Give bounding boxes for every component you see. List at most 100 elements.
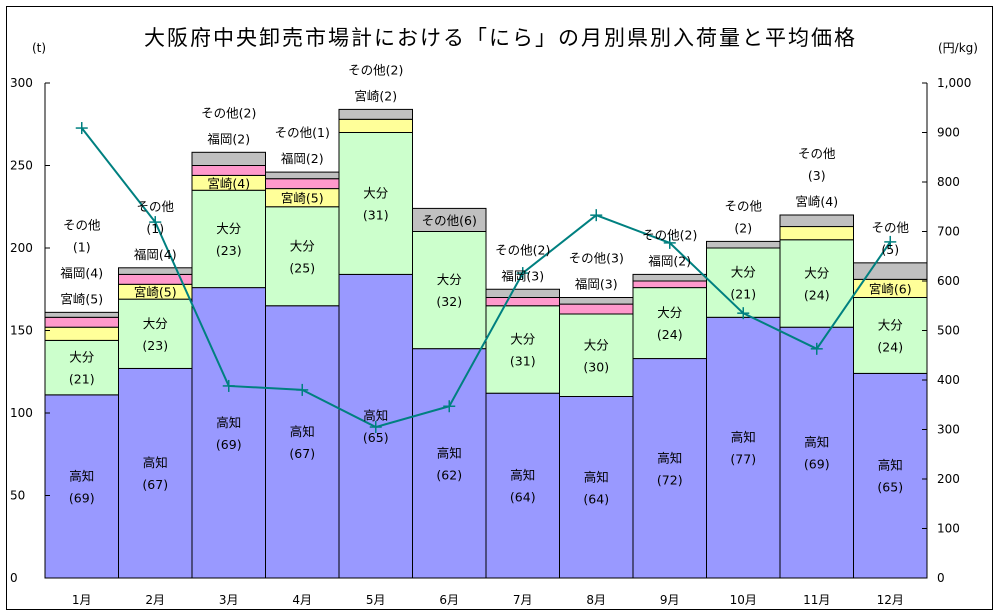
segment-label-宮崎: 宮崎(5) bbox=[134, 285, 177, 300]
y-tick-label-right: 1,000 bbox=[937, 76, 971, 90]
y-tick-label-right: 0 bbox=[937, 571, 945, 585]
price-line bbox=[80, 127, 892, 429]
segment-label-高知: 高知 bbox=[363, 408, 388, 423]
y-tick-label-right: 100 bbox=[937, 522, 960, 536]
chart-title: 大阪府中央卸売市場計における「にら」の月別県別入荷量と平均価格 bbox=[144, 26, 857, 50]
segment-label-高知: 高知 bbox=[69, 468, 94, 483]
x-tick-label: 10月 bbox=[730, 593, 757, 607]
bar-segment-大分 bbox=[779, 239, 854, 328]
y-axis-right-unit: (円/kg) bbox=[938, 41, 978, 55]
bar-segment-福岡 bbox=[632, 280, 707, 289]
segment-label-above: (1) bbox=[73, 239, 91, 254]
bar-segment-その他 bbox=[118, 267, 193, 275]
x-tick-label: 7月 bbox=[513, 593, 533, 607]
bar-segment-大分 bbox=[853, 297, 928, 374]
segment-label-高知: (67) bbox=[142, 477, 168, 492]
segment-label-above: その他 bbox=[724, 198, 762, 213]
segment-label-大分: (24) bbox=[657, 327, 683, 342]
segment-label-大分: (23) bbox=[142, 338, 168, 353]
segment-label-above: その他(3) bbox=[569, 251, 624, 266]
axes-layer: 0 50 100 150 200 250 300 0 100 200 300 400 500 600 700… bbox=[10, 76, 971, 607]
y-tick-label-left: 50 bbox=[10, 489, 25, 503]
y-tick-label-right: 600 bbox=[937, 274, 960, 288]
segment-label-高知: (64) bbox=[583, 491, 609, 506]
bar-segment-宮崎 bbox=[44, 326, 119, 341]
y-tick-label-left: 0 bbox=[10, 571, 18, 585]
segment-label-大分: 大分 bbox=[510, 331, 535, 346]
segment-label-above: その他 bbox=[136, 199, 174, 214]
y-tick-label-right: 900 bbox=[937, 126, 960, 140]
segment-label-高知: (77) bbox=[730, 452, 756, 467]
segment-label-above: その他(2) bbox=[495, 242, 550, 257]
segment-label-above: 宮崎(5) bbox=[60, 291, 103, 306]
segment-label-above: 福岡(2) bbox=[281, 151, 324, 166]
bar-segment-高知 bbox=[485, 392, 560, 579]
y-tick-label-left: 300 bbox=[10, 76, 33, 90]
x-tick-label: 3月 bbox=[219, 593, 239, 607]
segment-label-above: 福岡(2) bbox=[207, 131, 250, 146]
segment-label-高知: (72) bbox=[657, 472, 683, 487]
segment-label-大分: 大分 bbox=[143, 316, 168, 331]
segment-label-高知: 高知 bbox=[731, 430, 756, 445]
x-tick-label: 11月 bbox=[803, 593, 830, 607]
segment-label-高知: (65) bbox=[877, 480, 903, 495]
bar-segment-その他 bbox=[485, 288, 560, 298]
segment-label-大分: 大分 bbox=[804, 265, 829, 280]
segment-label-高知: (62) bbox=[436, 467, 462, 482]
segment-label-大分: 大分 bbox=[216, 221, 241, 236]
segment-label-高知: 高知 bbox=[216, 415, 241, 430]
segment-label-大分: (31) bbox=[363, 207, 389, 222]
x-tick-label: 12月 bbox=[877, 593, 904, 607]
segment-label-above: その他 bbox=[63, 217, 101, 232]
labels-layer: 高知(69)大分(21)宮崎(5)福岡(4)その他(1)高知(67)大分(23)… bbox=[60, 62, 911, 506]
bars-layer bbox=[44, 108, 928, 579]
segment-label-大分: 大分 bbox=[363, 185, 388, 200]
segment-label-大分: (32) bbox=[436, 294, 462, 309]
bar-segment-その他 bbox=[632, 273, 707, 282]
x-tick-label: 9月 bbox=[660, 593, 680, 607]
segment-label-大分: 大分 bbox=[878, 317, 903, 332]
bar-segment-その他 bbox=[265, 171, 340, 180]
bar-segment-宮崎 bbox=[338, 118, 413, 134]
segment-label-above: (2) bbox=[734, 220, 752, 235]
segment-label-大分: (24) bbox=[877, 339, 903, 354]
y-tick-label-right: 800 bbox=[937, 175, 960, 189]
bar-segment-大分 bbox=[338, 132, 413, 275]
segment-label-宮崎: 宮崎(5) bbox=[281, 191, 324, 206]
y-tick-label-right: 300 bbox=[937, 423, 960, 437]
x-tick-label: 5月 bbox=[366, 593, 386, 607]
segment-label-above: 福岡(4) bbox=[134, 247, 177, 262]
bar-segment-その他 bbox=[191, 151, 266, 167]
bar-segment-福岡 bbox=[485, 297, 560, 307]
bar-segment-宮崎 bbox=[779, 226, 854, 241]
bar-segment-その他 bbox=[779, 214, 854, 228]
bar-segment-高知 bbox=[632, 358, 707, 579]
segment-label-大分: (21) bbox=[69, 372, 95, 387]
segment-label-above: 福岡(4) bbox=[60, 265, 103, 280]
bar-segment-大分 bbox=[706, 247, 781, 318]
segment-label-above: 福岡(3) bbox=[501, 268, 544, 283]
bar-segment-その他 bbox=[338, 108, 413, 120]
y-axis-left-unit: (t) bbox=[32, 41, 46, 55]
segment-label-大分: (30) bbox=[583, 359, 609, 374]
segment-label-above: その他(2) bbox=[201, 105, 256, 120]
x-tick-label: 4月 bbox=[292, 593, 312, 607]
segment-label-大分: 大分 bbox=[290, 238, 315, 253]
bar-segment-その他 bbox=[853, 262, 928, 280]
bar-segment-高知 bbox=[412, 348, 487, 579]
bar-segment-高知 bbox=[779, 326, 854, 579]
bar-segment-大分 bbox=[191, 189, 266, 289]
bar-segment-高知 bbox=[559, 396, 634, 579]
y-tick-label-right: 400 bbox=[937, 373, 960, 387]
segment-label-高知: 高知 bbox=[804, 435, 829, 450]
segment-label-大分: 大分 bbox=[437, 272, 462, 287]
segment-label-大分: 大分 bbox=[69, 350, 94, 365]
segment-label-高知: 高知 bbox=[878, 458, 903, 473]
segment-label-大分: 大分 bbox=[584, 337, 609, 352]
y-tick-label-left: 100 bbox=[10, 406, 33, 420]
segment-label-高知: 高知 bbox=[437, 445, 462, 460]
segment-label-高知: (64) bbox=[510, 490, 536, 505]
y-tick-label-right: 700 bbox=[937, 225, 960, 239]
y-tick-label-right: 200 bbox=[937, 472, 960, 486]
segment-label-above: その他(1) bbox=[275, 125, 330, 140]
